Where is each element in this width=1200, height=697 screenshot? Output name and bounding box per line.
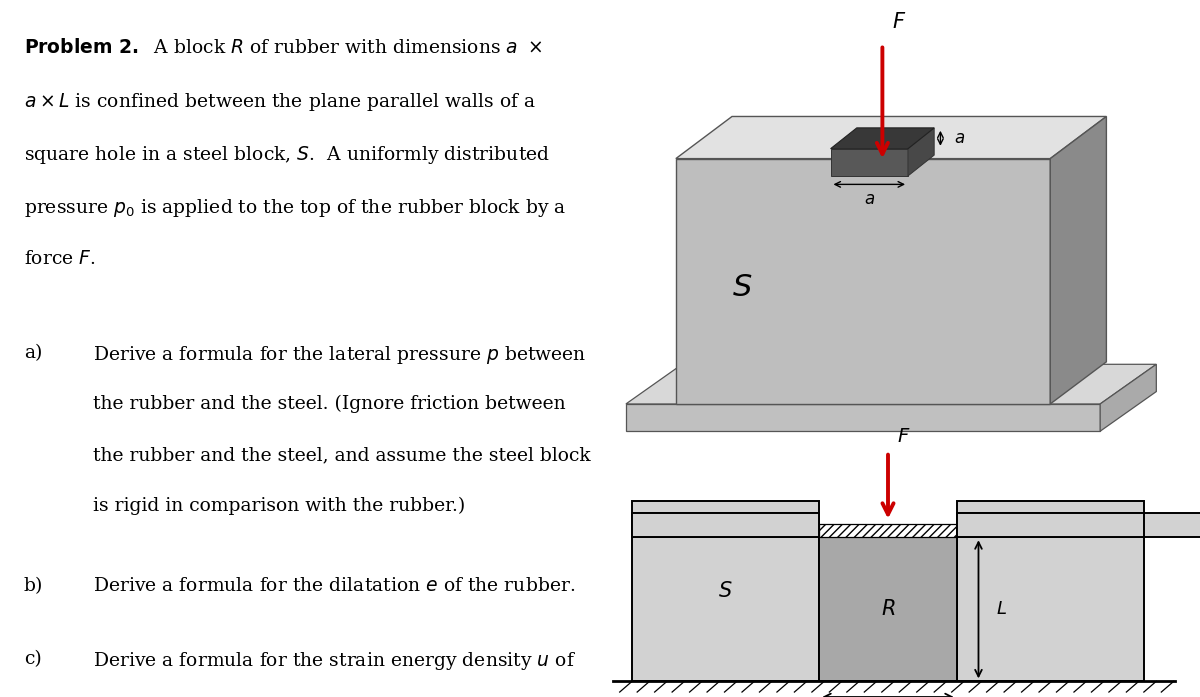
Text: $L$: $L$: [996, 600, 1007, 618]
Polygon shape: [908, 128, 934, 176]
Text: is rigid in comparison with the rubber.): is rigid in comparison with the rubber.): [94, 497, 466, 515]
Text: square hole in a steel block, $S$.  A uniformly distributed: square hole in a steel block, $S$. A uni…: [24, 144, 550, 167]
Text: $S$: $S$: [719, 581, 733, 602]
Text: force $F$.: force $F$.: [24, 250, 96, 268]
Text: pressure $p_0$ is applied to the top of the rubber block by a: pressure $p_0$ is applied to the top of …: [24, 197, 566, 220]
Bar: [632, 512, 820, 537]
Text: Derive a formula for the dilatation $e$ of the rubber.: Derive a formula for the dilatation $e$ …: [94, 577, 575, 595]
Text: $a$: $a$: [864, 191, 875, 208]
Bar: [956, 512, 1144, 537]
Polygon shape: [626, 365, 1157, 404]
Text: $F$: $F$: [892, 13, 906, 32]
Text: a): a): [24, 344, 42, 362]
Text: $a \times L$ is confined between the plane parallel walls of a: $a \times L$ is confined between the pla…: [24, 91, 536, 114]
Polygon shape: [626, 404, 1100, 431]
Bar: [820, 537, 956, 681]
Text: $R$: $R$: [881, 599, 895, 620]
Text: the rubber and the steel. (Ignore friction between: the rubber and the steel. (Ignore fricti…: [94, 395, 565, 413]
Bar: [632, 501, 820, 681]
Text: b): b): [24, 577, 43, 595]
Text: Derive a formula for the lateral pressure $p$ between: Derive a formula for the lateral pressur…: [94, 344, 587, 367]
Text: $S$: $S$: [732, 272, 752, 303]
Text: c): c): [24, 650, 42, 668]
Bar: [632, 512, 820, 537]
Text: the rubber and the steel, and assume the steel block: the rubber and the steel, and assume the…: [94, 446, 590, 464]
Polygon shape: [676, 159, 1050, 404]
Polygon shape: [830, 148, 908, 176]
Text: $\mathbf{Problem\ 2.}$  A block $R$ of rubber with dimensions $a\ \times$: $\mathbf{Problem\ 2.}$ A block $R$ of ru…: [24, 38, 542, 57]
Bar: [956, 512, 1200, 537]
Bar: [820, 523, 956, 537]
Text: Derive a formula for the strain energy density $u$ of: Derive a formula for the strain energy d…: [94, 650, 576, 673]
Polygon shape: [830, 128, 934, 148]
Polygon shape: [1100, 365, 1157, 431]
Text: $F$: $F$: [898, 429, 911, 446]
Polygon shape: [676, 116, 1106, 159]
Bar: [956, 501, 1144, 681]
Polygon shape: [1050, 116, 1106, 404]
Text: $a$: $a$: [954, 130, 965, 147]
